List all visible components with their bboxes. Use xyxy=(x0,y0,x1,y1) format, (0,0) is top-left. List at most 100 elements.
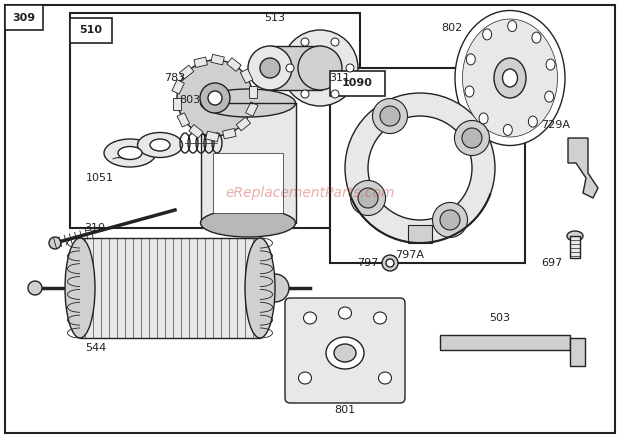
Circle shape xyxy=(282,30,358,106)
Text: 797: 797 xyxy=(356,258,378,268)
Text: 797A: 797A xyxy=(396,250,425,260)
Ellipse shape xyxy=(247,250,273,326)
Ellipse shape xyxy=(494,58,526,98)
Ellipse shape xyxy=(373,99,407,134)
Polygon shape xyxy=(241,69,253,83)
Bar xyxy=(213,153,283,213)
Bar xyxy=(570,236,580,258)
Circle shape xyxy=(260,58,280,78)
Ellipse shape xyxy=(502,69,518,87)
Circle shape xyxy=(177,60,253,136)
Bar xyxy=(80,238,260,338)
Polygon shape xyxy=(223,128,236,139)
Polygon shape xyxy=(194,57,208,67)
Ellipse shape xyxy=(358,188,378,208)
Text: ⁀: ⁀ xyxy=(112,159,123,173)
Text: 1051: 1051 xyxy=(86,173,114,183)
Bar xyxy=(408,225,432,243)
Ellipse shape xyxy=(508,21,516,32)
Ellipse shape xyxy=(482,29,492,40)
Ellipse shape xyxy=(334,344,356,362)
Ellipse shape xyxy=(65,238,95,338)
Ellipse shape xyxy=(462,128,482,148)
Circle shape xyxy=(200,83,230,113)
Polygon shape xyxy=(227,58,241,71)
Polygon shape xyxy=(236,117,250,131)
Ellipse shape xyxy=(200,209,296,237)
Ellipse shape xyxy=(455,11,565,145)
Circle shape xyxy=(261,274,289,302)
Bar xyxy=(440,335,570,350)
Text: 802: 802 xyxy=(441,23,462,33)
Polygon shape xyxy=(249,86,257,98)
Ellipse shape xyxy=(465,86,474,97)
Ellipse shape xyxy=(545,91,554,102)
Bar xyxy=(330,68,525,263)
Text: 513: 513 xyxy=(265,13,285,23)
Circle shape xyxy=(49,237,61,249)
Bar xyxy=(5,5,43,30)
Polygon shape xyxy=(568,138,598,198)
Polygon shape xyxy=(211,54,224,65)
Ellipse shape xyxy=(245,238,275,338)
Ellipse shape xyxy=(567,231,583,241)
Text: 1090: 1090 xyxy=(342,78,373,88)
Text: 729A: 729A xyxy=(541,120,570,130)
Polygon shape xyxy=(206,131,219,141)
Polygon shape xyxy=(246,102,258,116)
Circle shape xyxy=(208,91,222,105)
Text: 311: 311 xyxy=(329,73,350,83)
Ellipse shape xyxy=(146,248,174,328)
Bar xyxy=(201,103,296,223)
Ellipse shape xyxy=(454,120,489,155)
Circle shape xyxy=(301,90,309,98)
Ellipse shape xyxy=(118,146,142,159)
Ellipse shape xyxy=(380,106,400,126)
Circle shape xyxy=(248,46,292,90)
Ellipse shape xyxy=(466,54,476,65)
Circle shape xyxy=(331,90,339,98)
Ellipse shape xyxy=(479,113,488,124)
Ellipse shape xyxy=(433,202,467,237)
Text: 803: 803 xyxy=(179,95,200,105)
Text: 544: 544 xyxy=(85,343,106,353)
Ellipse shape xyxy=(503,124,512,135)
Ellipse shape xyxy=(339,307,352,319)
Ellipse shape xyxy=(378,372,391,384)
Ellipse shape xyxy=(150,139,170,151)
Ellipse shape xyxy=(326,337,364,369)
Text: 309: 309 xyxy=(12,13,35,23)
Bar xyxy=(70,13,360,228)
Circle shape xyxy=(286,64,294,72)
Circle shape xyxy=(301,38,309,46)
Circle shape xyxy=(386,259,394,267)
Polygon shape xyxy=(172,80,184,94)
Ellipse shape xyxy=(532,32,541,43)
Ellipse shape xyxy=(138,133,182,158)
Ellipse shape xyxy=(200,89,296,117)
Polygon shape xyxy=(173,98,181,110)
Circle shape xyxy=(382,255,398,271)
Circle shape xyxy=(28,281,42,295)
Polygon shape xyxy=(189,124,203,138)
Circle shape xyxy=(346,64,354,72)
Polygon shape xyxy=(179,65,194,79)
Text: 697: 697 xyxy=(541,258,562,268)
Ellipse shape xyxy=(528,116,538,127)
Ellipse shape xyxy=(350,180,386,215)
Circle shape xyxy=(331,38,339,46)
Polygon shape xyxy=(177,113,190,127)
Ellipse shape xyxy=(304,312,316,324)
Bar xyxy=(70,18,112,43)
Ellipse shape xyxy=(298,372,311,384)
Circle shape xyxy=(368,116,472,220)
Ellipse shape xyxy=(463,19,557,137)
Text: 503: 503 xyxy=(490,313,510,323)
Text: 783: 783 xyxy=(164,73,185,83)
Ellipse shape xyxy=(546,59,555,70)
Circle shape xyxy=(345,93,495,243)
Bar xyxy=(270,46,322,90)
Text: 801: 801 xyxy=(334,405,355,415)
Bar xyxy=(330,71,385,96)
Ellipse shape xyxy=(104,139,156,167)
